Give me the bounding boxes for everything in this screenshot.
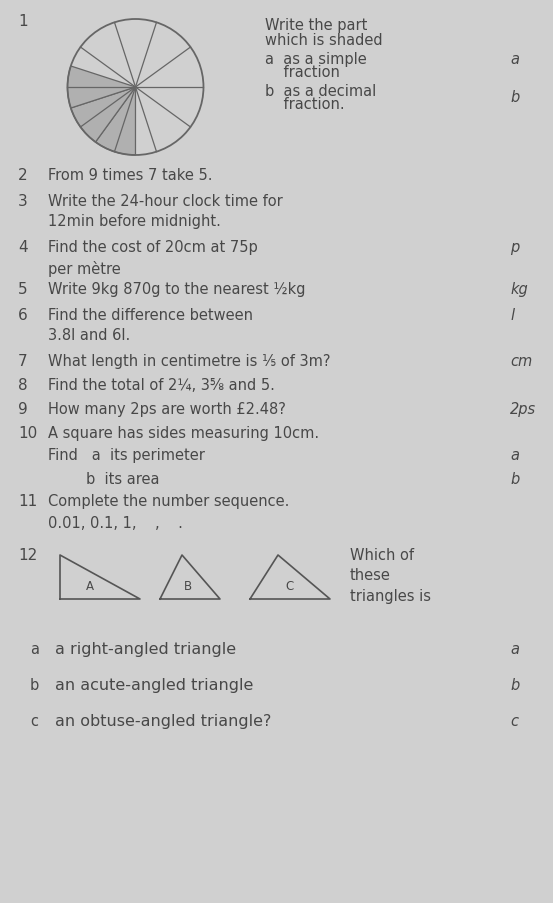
- Text: b: b: [510, 677, 519, 693]
- Text: How many 2ps are worth £2.48?: How many 2ps are worth £2.48?: [48, 402, 286, 416]
- Wedge shape: [71, 88, 135, 143]
- Text: Find the cost of 20cm at 75p
per mètre: Find the cost of 20cm at 75p per mètre: [48, 239, 258, 276]
- Text: What length in centimetre is ⅕ of 3m?: What length in centimetre is ⅕ of 3m?: [48, 354, 331, 368]
- Text: p: p: [510, 239, 519, 255]
- Text: 1: 1: [18, 14, 28, 29]
- Text: which is shaded: which is shaded: [265, 33, 383, 48]
- Text: an obtuse-angled triangle?: an obtuse-angled triangle?: [55, 713, 272, 728]
- Text: 2: 2: [18, 168, 28, 182]
- Text: Complete the number sequence.: Complete the number sequence.: [48, 493, 289, 508]
- Text: 4: 4: [18, 239, 28, 255]
- Text: Write 9kg 870g to the nearest ½kg: Write 9kg 870g to the nearest ½kg: [48, 282, 305, 297]
- Text: c: c: [510, 713, 518, 728]
- Text: an acute-angled triangle: an acute-angled triangle: [55, 677, 253, 693]
- Text: 7: 7: [18, 354, 28, 368]
- Text: A: A: [86, 579, 94, 591]
- Text: 6: 6: [18, 308, 28, 322]
- Text: Write the part: Write the part: [265, 18, 368, 33]
- Text: Write the 24-hour clock time for
12min before midnight.: Write the 24-hour clock time for 12min b…: [48, 194, 283, 229]
- Text: Find   a  its perimeter: Find a its perimeter: [48, 448, 205, 462]
- Text: A square has sides measuring 10cm.: A square has sides measuring 10cm.: [48, 425, 319, 441]
- Text: Find the difference between
3.8l and 6l.: Find the difference between 3.8l and 6l.: [48, 308, 253, 343]
- Text: 3: 3: [18, 194, 28, 209]
- Text: a: a: [510, 52, 519, 67]
- Text: 11: 11: [18, 493, 37, 508]
- Text: l: l: [510, 308, 514, 322]
- Text: b: b: [510, 471, 519, 487]
- Text: c: c: [30, 713, 38, 728]
- Wedge shape: [96, 88, 135, 156]
- Text: From 9 times 7 take 5.: From 9 times 7 take 5.: [48, 168, 212, 182]
- Text: Find the total of 2¼, 3⅝ and 5.: Find the total of 2¼, 3⅝ and 5.: [48, 377, 275, 393]
- Text: b: b: [30, 677, 39, 693]
- Text: a right-angled triangle: a right-angled triangle: [55, 641, 236, 656]
- Text: a: a: [510, 448, 519, 462]
- Text: a  as a simple: a as a simple: [265, 52, 367, 67]
- Text: 9: 9: [18, 402, 28, 416]
- Text: fraction: fraction: [265, 65, 340, 79]
- Text: Which of
these
triangles is: Which of these triangles is: [350, 547, 431, 603]
- Text: C: C: [286, 579, 294, 591]
- Text: a: a: [30, 641, 39, 656]
- Text: kg: kg: [510, 282, 528, 297]
- Text: fraction.: fraction.: [265, 97, 345, 112]
- Text: 10: 10: [18, 425, 37, 441]
- Text: b: b: [510, 90, 519, 105]
- Text: b  as a decimal: b as a decimal: [265, 84, 377, 99]
- Wedge shape: [67, 67, 135, 109]
- Text: b  its area: b its area: [86, 471, 159, 487]
- Text: 8: 8: [18, 377, 28, 393]
- Text: 5: 5: [18, 282, 28, 297]
- Text: a: a: [510, 641, 519, 656]
- Text: cm: cm: [510, 354, 532, 368]
- Text: 0.01, 0.1, 1,    ,    .: 0.01, 0.1, 1, , .: [48, 516, 183, 530]
- Text: 12: 12: [18, 547, 37, 563]
- Text: B: B: [184, 579, 192, 591]
- Text: 2ps: 2ps: [510, 402, 536, 416]
